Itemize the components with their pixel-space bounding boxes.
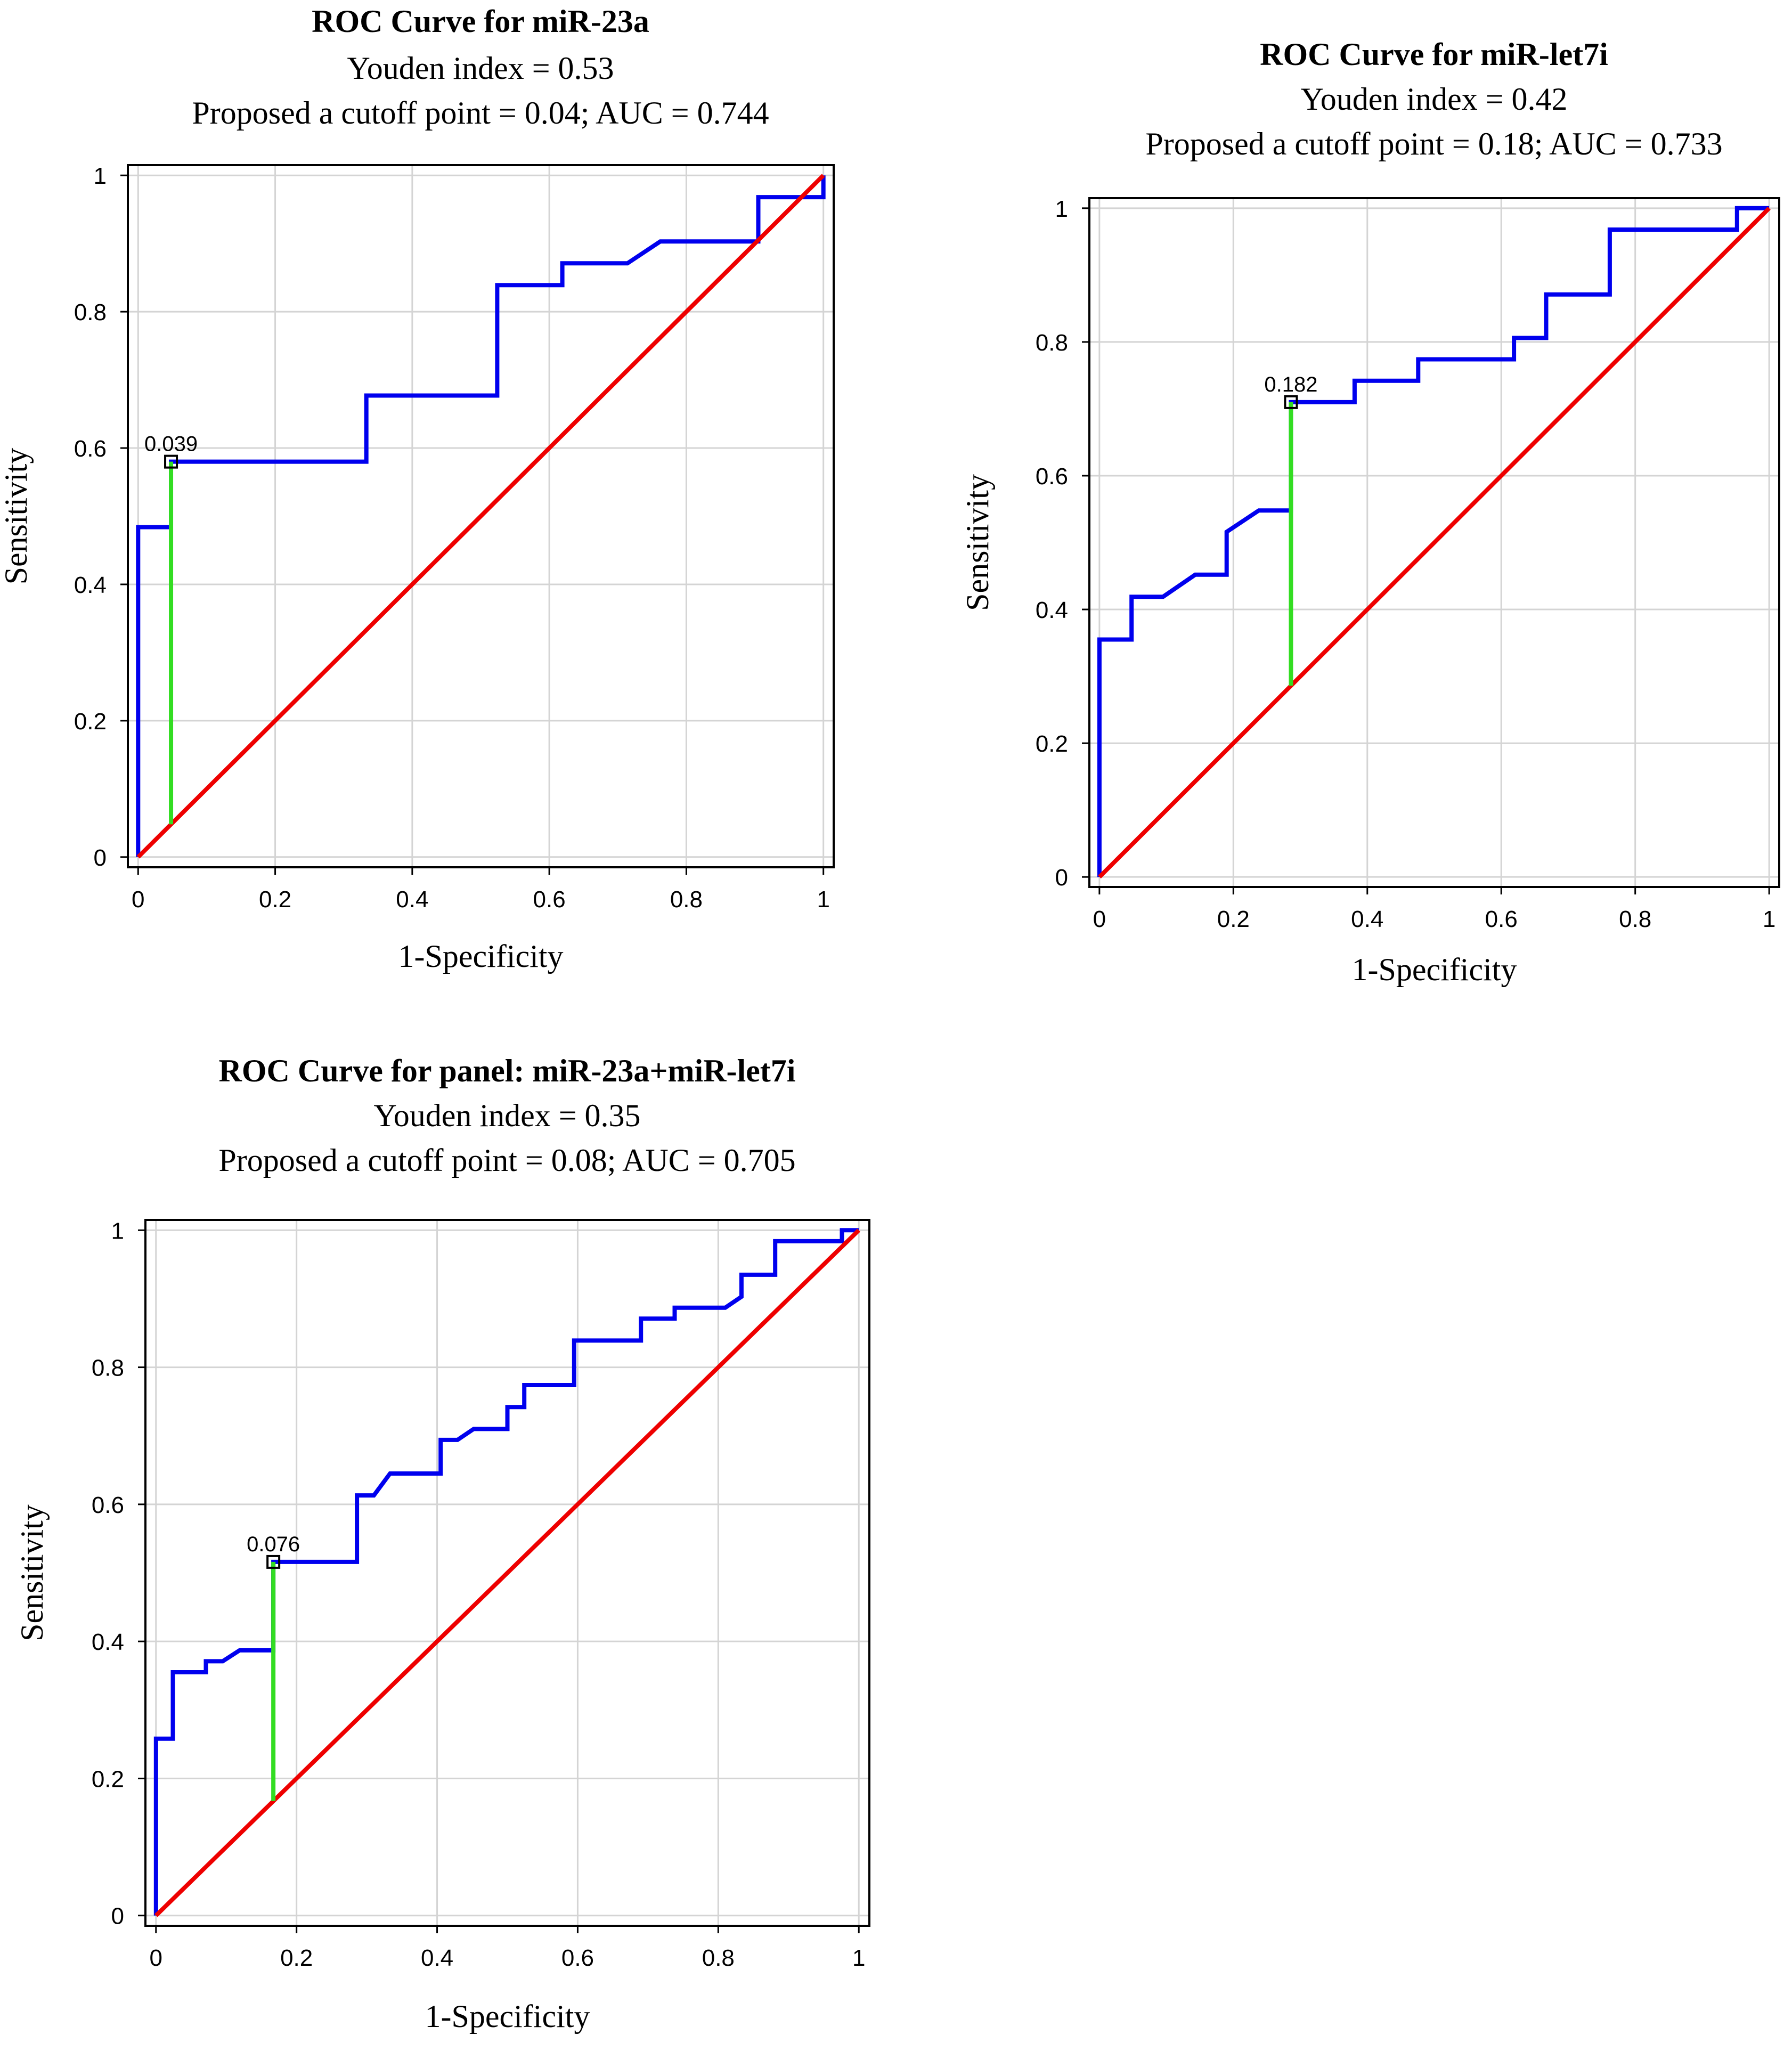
chart-subtitle-cutoff: Proposed a cutoff point = 0.08; AUC = 0.… [218, 1143, 795, 1178]
x-tick-label: 0.6 [561, 1945, 594, 1971]
y-tick-label: 0.4 [1036, 597, 1068, 623]
x-tick-label: 0.2 [280, 1945, 313, 1971]
x-tick-label: 0 [150, 1945, 162, 1971]
y-tick-label: 1 [94, 163, 107, 189]
y-tick-label: 1 [1055, 196, 1068, 222]
y-axis-label: Sensitivity [0, 448, 34, 585]
x-tick-label: 0.8 [702, 1945, 735, 1971]
roc-chart-3: ROC Curve for panel: miR-23a+miR-let7i Yo… [14, 1053, 870, 2034]
y-axis-label: Sensitivity [14, 1504, 50, 1641]
x-tick-label: 1 [1763, 906, 1775, 932]
y-tick-label: 0.2 [1036, 731, 1068, 757]
reference-diagonal [1098, 206, 1771, 879]
cutoff-marker [266, 1554, 281, 1569]
x-tick-label: 1 [817, 886, 829, 913]
reference-diagonal [154, 1228, 860, 1917]
reference-diagonal [136, 174, 825, 859]
x-axis-label: 1-Specificity [398, 939, 564, 974]
y-tick-label: 0.4 [74, 572, 107, 598]
chart-title: ROC Curve for miR-23a [312, 4, 649, 39]
cutoff-marker [1284, 395, 1298, 409]
x-tick-label: 0.6 [1485, 906, 1518, 932]
chart-subtitle-cutoff: Proposed a cutoff point = 0.18; AUC = 0.… [1145, 126, 1722, 161]
roc-chart-2: ROC Curve for miR-let7i Youden index = 0.… [960, 37, 1780, 987]
x-tick-label: 0.2 [259, 886, 291, 913]
x-tick-label: 0.4 [396, 886, 428, 913]
cutoff-label: 0.182 [1264, 373, 1317, 396]
x-tick-label: 0.6 [533, 886, 566, 913]
x-tick-label: 1 [852, 1945, 865, 1971]
chart-subtitle-youden: Youden index = 0.53 [347, 51, 614, 86]
y-tick-label: 0.6 [1036, 463, 1068, 490]
y-tick-label: 0 [111, 1903, 124, 1930]
y-tick-label: 0.8 [74, 299, 107, 325]
y-tick-label: 0.4 [92, 1629, 124, 1655]
y-tick-label: 0.8 [92, 1355, 124, 1381]
plot-frame [144, 1219, 870, 1927]
x-tick-label: 0 [1093, 906, 1106, 932]
y-tick-label: 0.2 [74, 709, 107, 735]
y-tick-label: 0.6 [74, 436, 107, 462]
x-tick-label: 0.8 [1619, 906, 1651, 932]
y-tick-label: 0.6 [92, 1492, 124, 1518]
y-tick-label: 0 [94, 845, 107, 871]
y-tick-label: 0 [1055, 865, 1068, 891]
chart-title: ROC Curve for miR-let7i [1260, 37, 1608, 72]
roc-curve [153, 1228, 859, 1916]
roc-chart-1: ROC Curve for miR-23a Youden index = 0.53… [0, 4, 835, 974]
chart-subtitle-youden: Youden index = 0.35 [373, 1098, 640, 1133]
y-tick-label: 0.2 [92, 1766, 124, 1792]
roc-curve [1097, 206, 1770, 877]
x-tick-label: 0.8 [670, 886, 703, 913]
x-axis-label: 1-Specificity [425, 1999, 590, 2034]
chart-subtitle-cutoff: Proposed a cutoff point = 0.04; AUC = 0.… [192, 95, 769, 131]
plot-frame [127, 164, 835, 868]
x-axis-label: 1-Specificity [1352, 952, 1517, 987]
cutoff-marker [164, 454, 178, 469]
x-tick-label: 0.4 [421, 1945, 453, 1971]
plot-frame [1088, 197, 1780, 888]
cutoff-label: 0.076 [247, 1533, 300, 1556]
cutoff-label: 0.039 [144, 433, 198, 456]
x-tick-label: 0.4 [1351, 906, 1383, 932]
chart-subtitle-youden: Youden index = 0.42 [1300, 82, 1567, 117]
chart-title: ROC Curve for panel: miR-23a+miR-let7i [219, 1053, 796, 1088]
y-tick-label: 0.8 [1036, 330, 1068, 356]
x-tick-label: 0 [132, 886, 144, 913]
y-tick-label: 1 [111, 1218, 124, 1244]
x-tick-label: 0.2 [1217, 906, 1250, 932]
y-axis-label: Sensitivity [960, 474, 995, 611]
